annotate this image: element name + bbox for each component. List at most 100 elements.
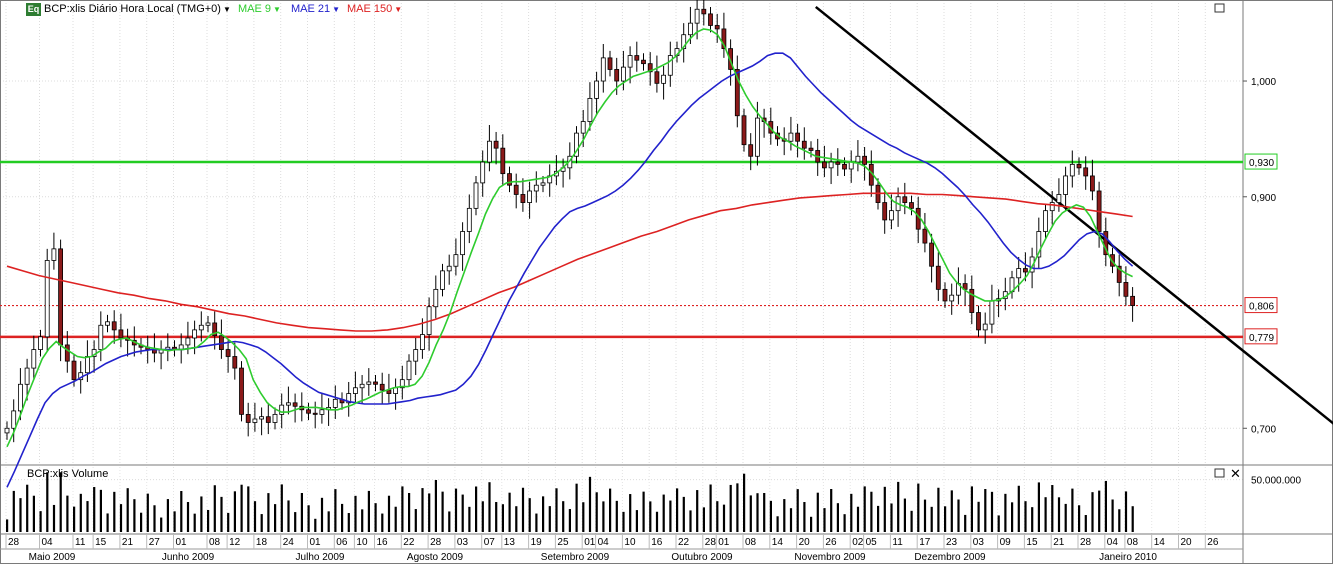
candle-body <box>419 334 425 350</box>
symbol-title[interactable]: BCP:xlis Diário Hora Local (TMG+0) ▼ <box>44 3 231 15</box>
volume-bar <box>923 499 927 532</box>
day-tick-label: 20 <box>1181 537 1193 548</box>
volume-bar <box>99 489 102 532</box>
candle-body <box>406 360 412 381</box>
indicator-mae150[interactable]: MAE 150 ▼ <box>347 3 402 15</box>
close-icon: ✕ <box>1230 467 1241 482</box>
volume-bar <box>984 489 987 532</box>
volume-bar <box>749 495 752 532</box>
candle-body <box>989 300 995 325</box>
candle-body <box>748 144 754 157</box>
volume-bar <box>682 496 685 532</box>
volume-bar <box>803 502 806 532</box>
candle-body <box>889 210 894 221</box>
volume-bar <box>970 486 973 532</box>
volume-bar <box>193 513 196 532</box>
volume-bar <box>126 488 129 532</box>
day-tick-label: 11 <box>75 537 86 548</box>
candle-body <box>1036 231 1042 258</box>
candle-body <box>259 416 265 420</box>
day-tick-label: 08 <box>209 537 221 548</box>
volume-bar <box>341 503 344 532</box>
volume-bar <box>488 482 491 532</box>
volume-bar <box>240 484 243 532</box>
candle-body <box>600 57 606 82</box>
candle-body <box>332 398 338 408</box>
volume-bar <box>910 510 913 532</box>
volume-bar <box>233 491 236 532</box>
candle-body <box>225 349 231 357</box>
day-tick-label: 24 <box>283 537 295 548</box>
volume-bar <box>528 498 531 532</box>
day-tick-label: 05 <box>866 537 878 548</box>
volume-bar <box>635 510 638 532</box>
day-tick-label: 15 <box>95 537 107 548</box>
candle-body <box>413 349 419 362</box>
volume-bar <box>676 488 679 532</box>
price-marker-label: 0,806 <box>1249 302 1274 313</box>
candle-body <box>346 393 352 404</box>
candle-body <box>741 115 747 146</box>
candle-body <box>493 140 499 149</box>
candle-body <box>239 367 244 415</box>
volume-bar <box>662 494 665 532</box>
volume-bar <box>26 484 29 532</box>
day-tick-label: 26 <box>825 537 837 548</box>
volume-bar <box>501 504 504 532</box>
candle-body <box>634 55 640 61</box>
indicator-mae21[interactable]: MAE 21 ▼ <box>291 3 340 15</box>
candle-body <box>976 312 981 331</box>
volume-panel-title: BCP:xlis Volume <box>27 468 109 480</box>
volume-bar <box>575 483 578 532</box>
volume-bar <box>186 502 190 532</box>
volume-bar <box>743 473 746 532</box>
candle-body <box>647 63 653 73</box>
volume-bar <box>689 510 692 532</box>
volume-bar <box>207 509 210 532</box>
volume-bar <box>1011 502 1014 532</box>
day-tick-label: 26 <box>1207 537 1219 548</box>
price-marker-box <box>1244 297 1278 314</box>
candle-body <box>1029 256 1035 273</box>
day-tick-label: 28 <box>1080 537 1092 548</box>
day-tick-label: 15 <box>1026 537 1038 548</box>
volume-bar <box>428 493 431 532</box>
eq-badge-icon[interactable]: Eq <box>26 3 41 16</box>
volume-bar <box>1098 490 1101 532</box>
day-tick-label: 14 <box>1154 537 1166 548</box>
candle-body <box>285 402 291 406</box>
symbol-title-text: BCP:xlis Diário Hora Local (TMG+0) <box>44 3 221 15</box>
day-tick-label: 03 <box>457 537 469 548</box>
y-tick-label: 1,000 <box>1251 77 1276 88</box>
day-tick-label: 01 <box>310 537 322 548</box>
volume-bar <box>86 501 89 532</box>
volume-bar <box>716 501 719 532</box>
volume-bar <box>850 493 853 532</box>
candle-body <box>795 132 800 142</box>
day-tick-label: 04 <box>42 537 54 548</box>
candle-body <box>681 34 687 50</box>
volume-bar <box>615 500 618 532</box>
candle-body <box>621 66 626 82</box>
month-label: Julho 2009 <box>296 552 345 563</box>
volume-bar <box>347 513 350 532</box>
day-tick-label: 04 <box>1107 537 1119 548</box>
volume-bar <box>6 519 9 532</box>
candle-body <box>728 48 733 70</box>
candle-body <box>1090 175 1095 192</box>
candle-body <box>192 329 198 339</box>
candle-body <box>513 184 519 195</box>
day-tick-label: 21 <box>122 537 134 548</box>
candle-body <box>641 59 646 65</box>
volume-bar <box>307 505 310 532</box>
candle-body <box>1049 202 1055 212</box>
volume-bar <box>73 506 76 532</box>
volume-bar <box>334 489 337 532</box>
indicator-mae9[interactable]: MAE 9 ▼ <box>238 3 281 15</box>
candle-body <box>118 329 124 339</box>
volume-bar <box>655 511 659 532</box>
candle-body <box>105 321 110 326</box>
volume-bar <box>1084 515 1087 532</box>
volume-bar <box>629 494 632 532</box>
